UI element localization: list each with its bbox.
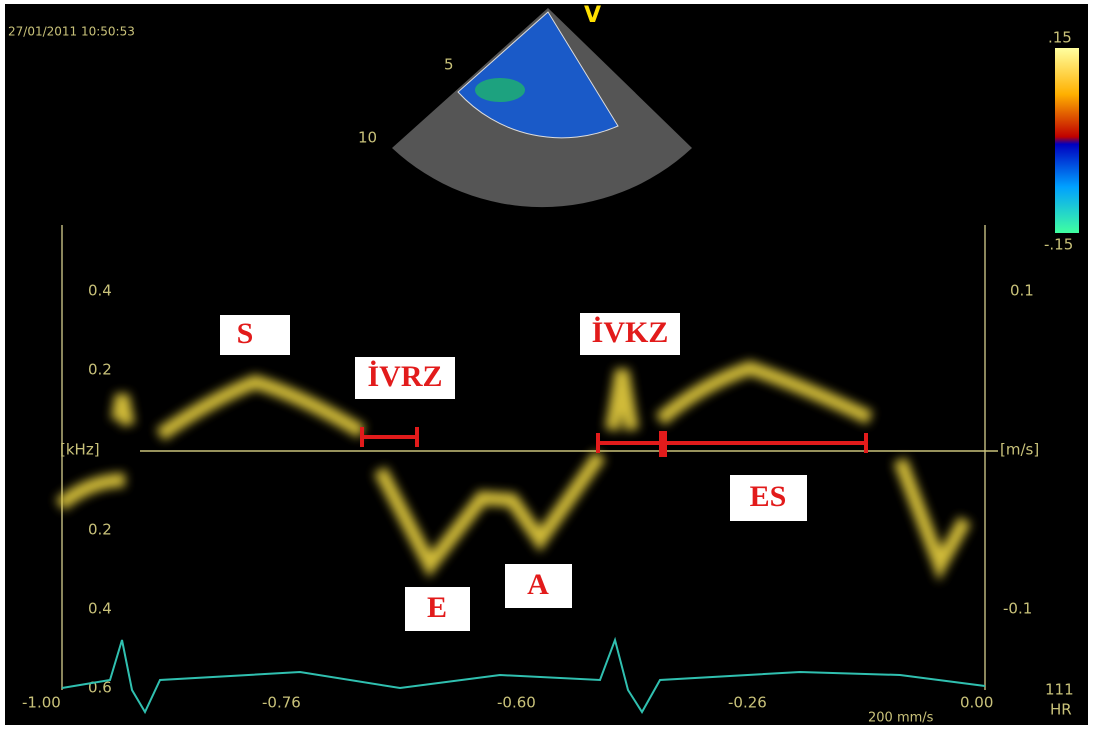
right-label: 0.1 — [1010, 282, 1034, 300]
annotation: S — [237, 317, 254, 350]
depth: 5 — [444, 56, 454, 74]
time-label: -0.26 — [728, 694, 767, 712]
label-box — [220, 315, 290, 355]
annotation: E — [427, 591, 447, 624]
scale-top: .15 — [1048, 29, 1072, 47]
left-label: 0.4 — [88, 600, 112, 618]
timestamp: 27/01/2011 10:50:53 — [8, 25, 135, 39]
left-unit: [kHz] — [60, 441, 100, 459]
right-label: -0.1 — [1003, 600, 1032, 618]
left-label: 0.4 — [88, 282, 112, 300]
depth: 10 — [358, 129, 377, 147]
time-label: -1.00 — [22, 694, 61, 712]
annotation: İVRZ — [367, 360, 442, 393]
time-label: -0.60 — [497, 694, 536, 712]
hr-value: 111 — [1045, 681, 1074, 699]
annotation: ES — [750, 480, 787, 513]
time-label: -0.76 — [262, 694, 301, 712]
annotation: İVKZ — [592, 316, 669, 349]
left-label: 0.2 — [88, 361, 112, 379]
right-unit: [m/s] — [1000, 441, 1039, 459]
annotation: A — [527, 568, 549, 601]
scale-bottom: -.15 — [1044, 236, 1073, 254]
color-bar — [1055, 48, 1079, 233]
time-label: 0.00 — [960, 694, 993, 712]
ultrasound-screen: 27/01/2011 10:50:53 V 5 10 .15 -.15 [kHz… — [0, 0, 1093, 729]
sweep: 200 mm/s — [868, 711, 934, 726]
color-blob — [475, 78, 525, 102]
left-label: 0.2 — [88, 521, 112, 539]
hr-label: HR — [1050, 701, 1072, 719]
probe-mark: V — [584, 3, 601, 28]
